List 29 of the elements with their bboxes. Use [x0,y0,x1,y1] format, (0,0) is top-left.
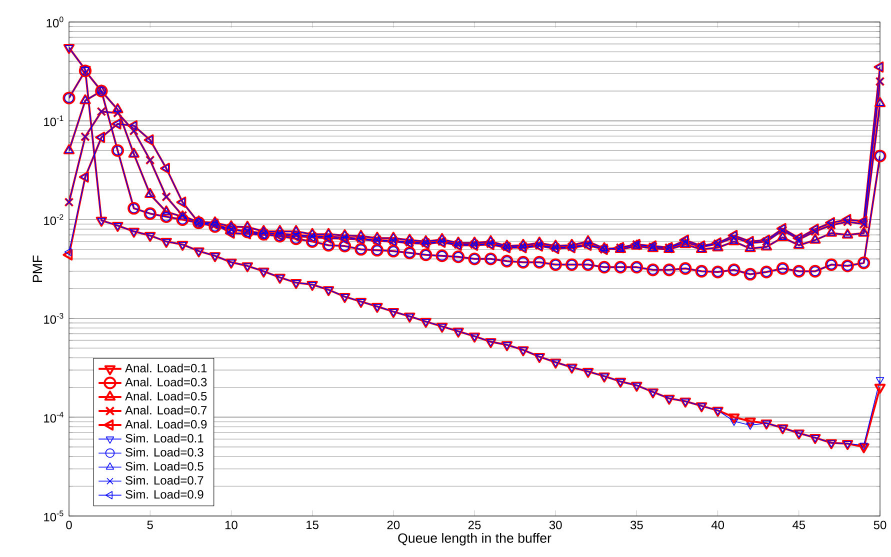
legend-label: Anal. Load=0.3 [125,378,207,386]
legend-label: Anal. Load=0.1 [125,364,207,372]
y-axis-title: PMF [32,255,42,282]
legend-label: Sim. Load=0.9 [126,490,204,499]
x-tick-label: 10 [225,520,238,530]
x-tick-label: 20 [387,520,400,530]
x-tick-label: 30 [549,520,562,530]
legend-label: Sim. Load=0.3 [126,448,204,457]
x-tick-label: 50 [874,520,886,530]
x-tick-label: 0 [66,520,72,530]
x-tick-label: 35 [630,520,643,530]
legend-label: Anal. Load=0.9 [125,420,207,429]
legend-label: Anal. Load=0.5 [125,392,207,400]
x-tick-label: 40 [711,520,724,530]
legend-label: Sim. Load=0.7 [126,476,204,485]
y-tick-label: 10$^{-2}$ [44,214,64,226]
x-tick-label: 15 [306,520,318,530]
x-axis-title: Queue length in the buffer [398,533,552,546]
y-tick-label: 10$^{0}$ [46,16,64,28]
y-tick-label: 10$^{-1}$ [44,115,64,126]
y-tick-label: 10$^{-4}$ [44,412,64,423]
legend-label: Sim. Load=0.5 [126,462,204,471]
y-tick-label: 10$^{-3}$ [44,313,64,324]
y-tick-label: 10$^{-5}$ [44,510,64,522]
legend-label: Sim. Load=0.1 [126,434,204,443]
x-tick-label: 5 [147,520,153,530]
legend-label: Anal. Load=0.7 [125,406,207,414]
x-tick-label: 45 [792,520,806,530]
x-tick-label: 25 [468,520,481,530]
